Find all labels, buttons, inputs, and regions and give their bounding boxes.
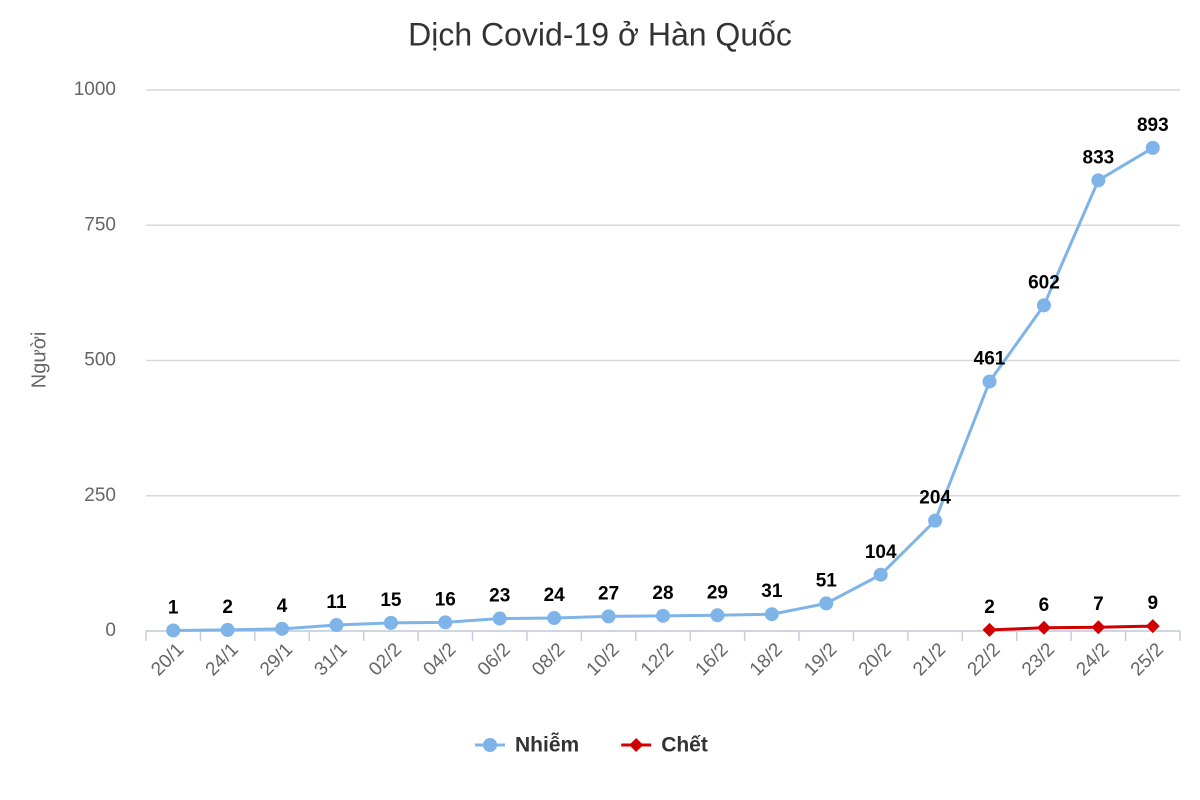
data-label: 28: [652, 583, 673, 604]
y-axis-label: Người: [28, 332, 50, 389]
data-point: [928, 513, 943, 528]
data-point: [819, 596, 834, 611]
data-point: [982, 374, 997, 389]
x-tick-label: 16/2: [692, 639, 733, 680]
x-tick-label: 29/1: [256, 639, 297, 680]
data-point: [1091, 620, 1106, 635]
legend-label: Nhiễm: [515, 733, 579, 757]
x-tick-label: 21/2: [909, 639, 950, 680]
legend-label: Chết: [661, 734, 708, 757]
x-tick-label: 20/2: [855, 639, 896, 680]
y-tick-label: 750: [84, 214, 116, 235]
data-label: 104: [865, 542, 897, 563]
data-point: [1145, 619, 1160, 634]
data-point: [220, 622, 235, 637]
series-line: [989, 624, 1153, 632]
legend-marker: [483, 738, 497, 752]
data-label: 23: [489, 586, 510, 607]
data-label: 6: [1039, 595, 1050, 616]
data-point: [710, 608, 725, 623]
data-point: [1036, 298, 1051, 313]
data-label: 602: [1028, 272, 1060, 293]
data-point: [873, 567, 888, 582]
data-point: [764, 607, 779, 622]
data-label: 9: [1148, 593, 1159, 614]
data-label: 16: [435, 589, 456, 610]
data-label: 2: [984, 597, 995, 618]
data-label: 893: [1137, 115, 1169, 136]
x-tick-label: 23/2: [1018, 639, 1059, 680]
legend-marker: [629, 738, 644, 752]
data-label: 4: [277, 596, 288, 617]
data-point: [1145, 140, 1160, 155]
data-point: [275, 621, 290, 636]
data-point: [982, 622, 997, 637]
data-point: [1036, 620, 1051, 635]
data-point: [329, 618, 344, 633]
x-tick-label: 24/1: [202, 639, 243, 680]
x-tick-label: 02/2: [365, 639, 406, 680]
series-line: [173, 146, 1154, 632]
data-point: [166, 623, 181, 638]
y-tick-label: 0: [105, 620, 116, 641]
x-tick-label: 24/2: [1072, 639, 1113, 680]
data-label: 15: [380, 590, 402, 611]
data-label: 1: [168, 597, 179, 618]
x-tick-label: 04/2: [419, 639, 460, 680]
x-tick-label: 19/2: [800, 639, 841, 680]
data-label: 204: [919, 488, 951, 509]
data-label: 24: [544, 585, 566, 606]
data-point: [601, 609, 616, 624]
y-tick-label: 250: [84, 485, 116, 506]
x-tick-label: 22/2: [964, 639, 1005, 680]
y-tick-label: 1000: [74, 79, 116, 100]
data-label: 27: [598, 583, 619, 604]
x-tick-label: 18/2: [746, 639, 787, 680]
x-tick-label: 06/2: [474, 639, 515, 680]
data-label: 461: [974, 349, 1006, 370]
data-point: [547, 611, 562, 626]
legend: Nhiễm Chết: [475, 733, 708, 757]
x-tick-label: 25/2: [1127, 639, 1168, 680]
x-tick-label: 20/1: [147, 639, 188, 680]
data-label: 7: [1093, 594, 1104, 615]
data-label: 11: [326, 592, 347, 613]
x-tick-label: 31/1: [311, 639, 352, 680]
data-label: 2: [222, 597, 233, 618]
data-label: 51: [816, 570, 838, 591]
data-label: 833: [1083, 147, 1115, 168]
x-tick-label: 08/2: [528, 639, 569, 680]
data-point: [1091, 173, 1106, 188]
data-label: 31: [761, 581, 783, 602]
data-point: [383, 615, 398, 630]
x-tick-label: 10/2: [583, 639, 624, 680]
data-point: [656, 608, 670, 623]
chart-title: Dịch Covid-19 ở Hàn Quốc: [408, 16, 792, 52]
data-label: 29: [707, 582, 728, 603]
data-point: [438, 615, 453, 630]
data-point: [492, 611, 507, 626]
y-tick-label: 500: [84, 350, 116, 371]
x-tick-label: 12/2: [637, 639, 678, 680]
